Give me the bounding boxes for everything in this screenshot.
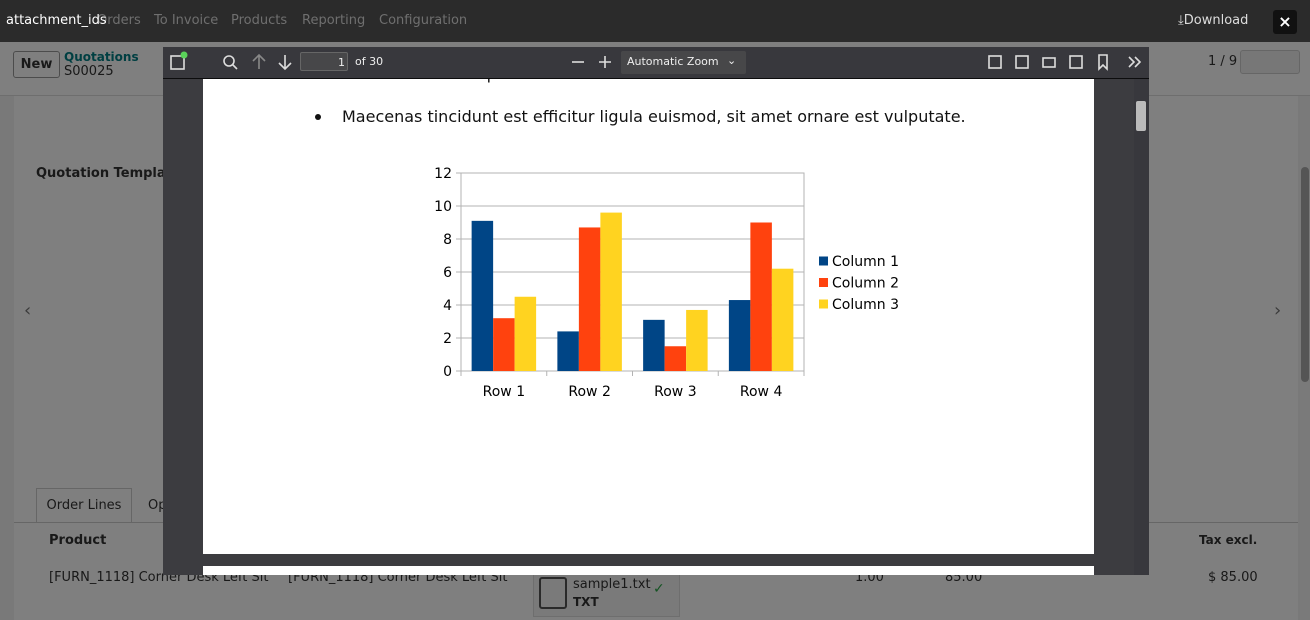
toolbar-icons [170, 51, 1142, 71]
zoom-label: Automatic Zoom [627, 55, 719, 68]
status-dot [180, 51, 188, 59]
bar [514, 296, 537, 371]
open-icon[interactable] [1015, 55, 1029, 69]
viewer-scrollbar-thumb [1136, 101, 1146, 131]
legend-label: Column 1 [832, 254, 899, 270]
preview-title: attachment_ids [6, 13, 107, 28]
prev-page-icon[interactable] [252, 53, 266, 69]
bar [557, 331, 579, 371]
bar [728, 300, 751, 371]
x-tick-label: Row 2 [568, 384, 610, 400]
bar [750, 222, 772, 371]
y-tick-label: 12 [434, 166, 452, 182]
zoom-select[interactable]: Automatic Zoom ⌄ [621, 51, 746, 74]
pdf-toolbar: 1 of 30 Automatic Zoom ⌄ [163, 47, 1149, 79]
pdf-page: Morbi viverra semper lorem nec molestie.… [203, 78, 1094, 554]
bullet-text: Maecenas tincidunt est efficitur ligula … [342, 107, 966, 126]
x-tick-label: Row 4 [740, 384, 783, 400]
print-icon[interactable] [1042, 57, 1056, 68]
x-tick-label: Row 3 [654, 384, 696, 400]
legend-swatch [819, 256, 828, 266]
zoom-caret: ⌄ [727, 54, 737, 67]
bar [771, 268, 794, 371]
bar [493, 318, 515, 371]
tools-icon[interactable] [1128, 56, 1142, 68]
presentation-icon[interactable] [988, 55, 1002, 69]
chart: 0 2 4 6 8 10 12 Row 1 Row 2 Row 3 Row 4 Column 1 Col… [434, 166, 899, 400]
bullet-dot [315, 114, 321, 120]
x-tick-label: Row 1 [483, 384, 525, 400]
menu-item[interactable]: Products [231, 13, 288, 28]
viewer-scrollbar [1134, 78, 1149, 575]
download-icon: ⤓ [1178, 13, 1184, 28]
sidebar-icon[interactable] [170, 55, 185, 70]
page-count: of 30 [355, 55, 384, 68]
y-tick-label: 4 [443, 298, 452, 314]
download-label: Download [1183, 13, 1249, 28]
search-icon[interactable] [223, 55, 235, 67]
bar [686, 309, 708, 371]
menu-item[interactable]: Orders [97, 13, 141, 28]
y-tick-label: 0 [443, 364, 452, 380]
close-button[interactable]: × [1273, 10, 1297, 34]
legend-swatch [819, 278, 828, 287]
zoom-in-icon[interactable] [599, 56, 611, 68]
y-tick-label: 8 [443, 232, 452, 248]
y-tick-label: 6 [443, 265, 452, 281]
menu-item[interactable]: Configuration [379, 13, 468, 28]
bookmark-icon[interactable] [1098, 54, 1108, 71]
preview-header: Orders To Invoice Products Reporting Con… [0, 0, 1310, 42]
y-tick-label: 2 [443, 331, 452, 347]
bar [578, 227, 601, 371]
legend-swatch [819, 299, 828, 309]
download-icon[interactable] [1069, 55, 1083, 69]
pdf-viewer: Morbi viverra semper lorem nec molestie.… [163, 47, 1149, 575]
bullet-text: Morbi viverra semper lorem nec molestie. [342, 78, 677, 83]
next-page-icon[interactable] [278, 55, 292, 71]
download-button[interactable]: ⤓Download [1178, 13, 1248, 28]
y-tick-label: 10 [434, 199, 452, 215]
legend-label: Column 2 [832, 276, 899, 292]
page-input[interactable]: 1 [300, 52, 348, 71]
pdf-page [203, 566, 1094, 575]
menu-item[interactable]: To Invoice [154, 13, 219, 28]
legend-label: Column 3 [832, 297, 899, 313]
bar [664, 346, 687, 371]
scrollbar-thumb [1301, 167, 1309, 382]
bar [643, 319, 665, 371]
menu-item[interactable]: Reporting [302, 13, 366, 28]
bar [600, 212, 622, 371]
bar [471, 220, 494, 371]
